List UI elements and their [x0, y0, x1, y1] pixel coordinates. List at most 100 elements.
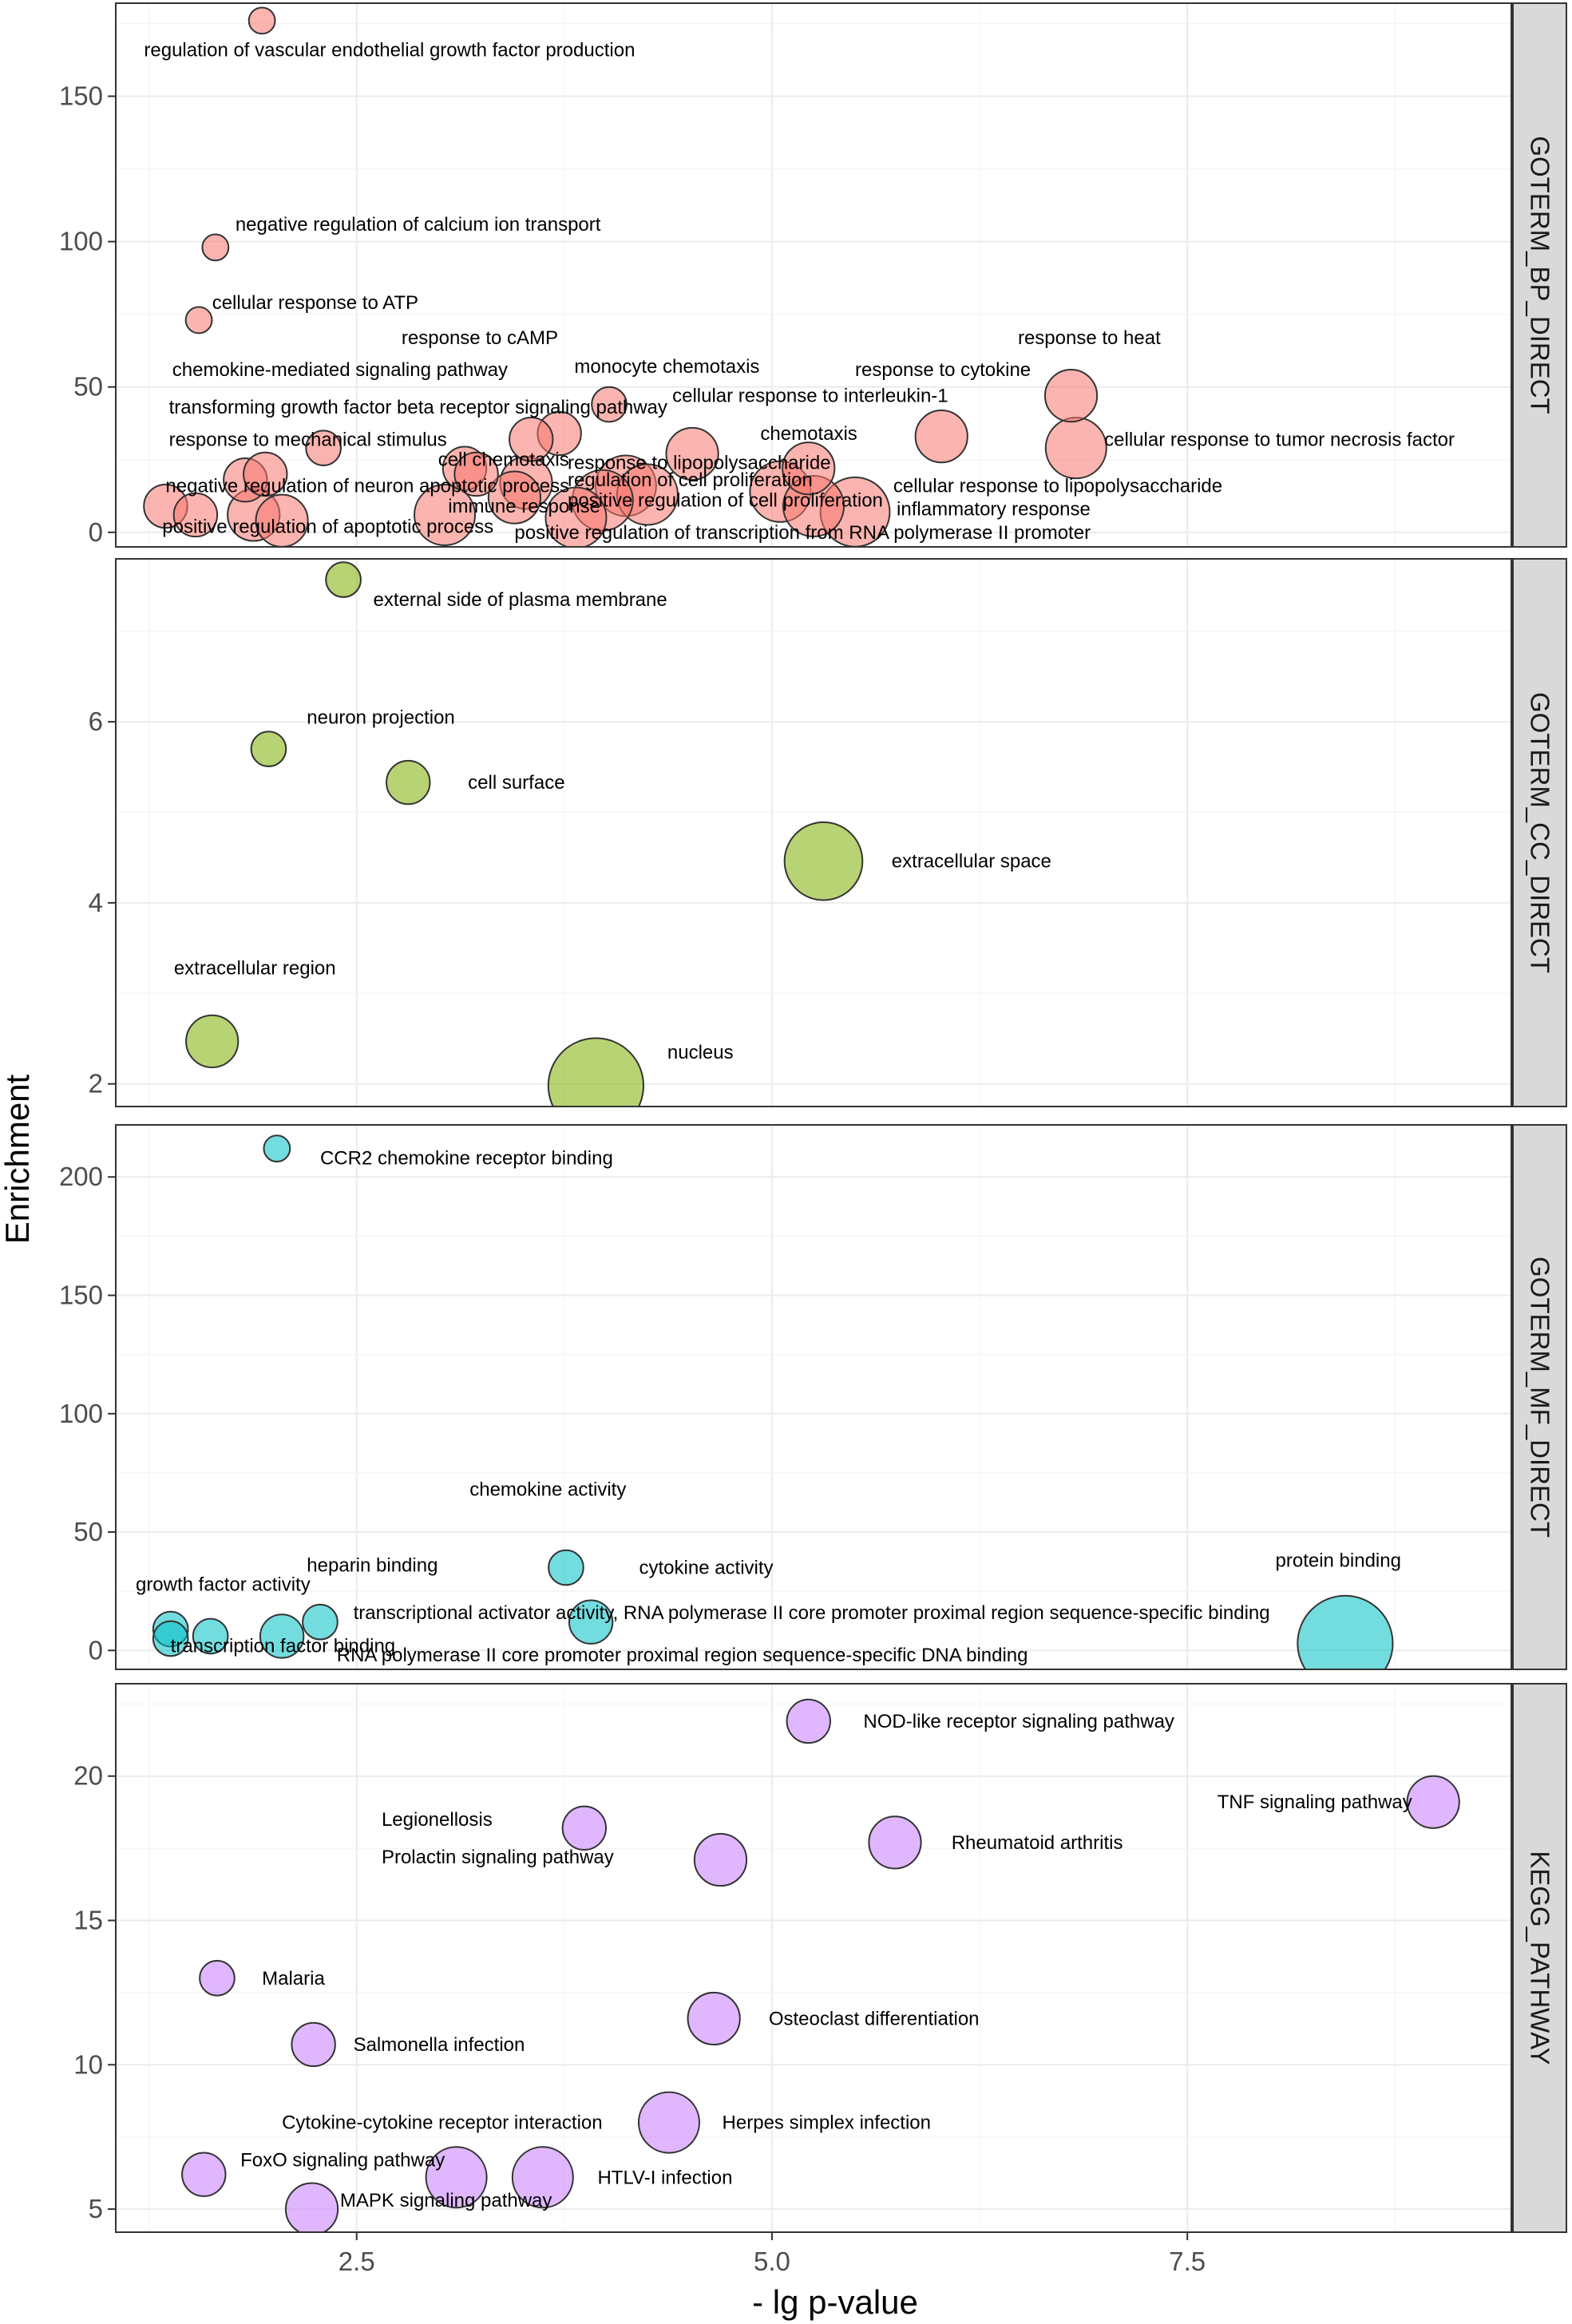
- bubble[interactable]: [453, 451, 499, 497]
- facet-strip-label: GOTERM_BP_DIRECT: [1526, 136, 1555, 414]
- point-label: transcriptional activator activity, RNA …: [354, 1602, 1270, 1624]
- panel-border: [115, 1683, 1512, 2233]
- bubble[interactable]: [547, 1037, 644, 1133]
- bubble[interactable]: [511, 2146, 574, 2209]
- point-label: Malaria: [262, 1968, 325, 1989]
- y-tick-label: 6: [89, 707, 103, 736]
- facet-strip: [1512, 2, 1567, 548]
- y-tick-label: 15: [73, 1905, 103, 1934]
- point-label: transcription factor binding: [171, 1635, 395, 1657]
- bubble[interactable]: [247, 6, 276, 35]
- bubble[interactable]: [1406, 1775, 1460, 1829]
- bubble[interactable]: [548, 1549, 584, 1586]
- y-tick-label: 50: [73, 372, 103, 402]
- bubble[interactable]: [561, 1805, 608, 1851]
- bubble[interactable]: [386, 759, 431, 806]
- point-label: nucleus: [667, 1042, 734, 1063]
- bubble[interactable]: [782, 441, 836, 496]
- bubble[interactable]: [914, 410, 968, 464]
- facet-strip: [1512, 1124, 1567, 1670]
- panel-border: [115, 558, 1512, 1107]
- point-labels: regulation of vascular endothelial growt…: [144, 39, 1455, 544]
- point-label: cell chemotaxis: [438, 449, 569, 471]
- y-tick-label: 5: [89, 2194, 103, 2223]
- x-tick-label: 5.0: [754, 2247, 790, 2276]
- panel-goterm-mf-direct: 0 50 100 150 200 CCR2 chemokine receptor bind…: [59, 1124, 1567, 1691]
- point-label: Herpes simplex infection: [723, 2112, 931, 2134]
- bubble[interactable]: [786, 1698, 831, 1744]
- point-label: growth factor activity: [136, 1574, 311, 1595]
- y-tick-label: 100: [59, 1399, 103, 1428]
- panel-goterm-bp-direct: 0 50 100 150 regulation of vascular endothel…: [59, 2, 1567, 548]
- point-label: positive regulation of cell proliferatio…: [568, 490, 883, 512]
- point-label: monocyte chemotaxis: [574, 356, 759, 378]
- bubble[interactable]: [243, 451, 288, 497]
- bubble[interactable]: [414, 483, 477, 546]
- point-labels: CCR2 chemokine receptor binding chemokine…: [136, 1148, 1401, 1667]
- bubble[interactable]: [199, 1960, 236, 1997]
- bubble[interactable]: [152, 1620, 189, 1657]
- point-label: cytokine activity: [639, 1557, 774, 1578]
- point-label: Prolactin signaling pathway: [382, 1847, 614, 1868]
- bubble[interactable]: [263, 1134, 291, 1163]
- y-tick-label: 0: [89, 517, 103, 547]
- facet-strip: [1512, 558, 1567, 1107]
- bubble[interactable]: [783, 821, 864, 901]
- bubble[interactable]: [184, 306, 213, 335]
- bubble[interactable]: [172, 492, 219, 538]
- point-label: response to cAMP: [402, 327, 558, 349]
- bubble[interactable]: [687, 1991, 741, 2046]
- bubble[interactable]: [868, 1815, 922, 1870]
- point-label: MAPK signaling pathway: [340, 2190, 552, 2211]
- bubble[interactable]: [693, 1832, 748, 1887]
- bubble[interactable]: [1043, 369, 1099, 423]
- bubble[interactable]: [192, 1617, 229, 1655]
- bubble[interactable]: [509, 417, 554, 462]
- y-tick-label: 50: [73, 1517, 103, 1546]
- y-tick-label: 4: [89, 888, 103, 917]
- panel-kegg-pathway: 5 10 15 20 NOD-like receptor signaling pathw…: [73, 1683, 1567, 2235]
- bubble[interactable]: [568, 1599, 614, 1645]
- bubble[interactable]: [665, 426, 719, 481]
- y-tick-label: 150: [59, 81, 103, 111]
- bubble[interactable]: [1044, 417, 1107, 480]
- bubble[interactable]: [325, 561, 362, 598]
- grid: [116, 3, 1511, 547]
- point-label: TNF signaling pathway: [1218, 1791, 1412, 1813]
- bubbles: [143, 6, 1107, 548]
- point-label: response to lipopolysaccharide: [568, 452, 831, 473]
- bubble[interactable]: [250, 730, 287, 767]
- bubble[interactable]: [302, 1603, 339, 1641]
- bubble[interactable]: [259, 1613, 305, 1659]
- y-tick-label: 150: [59, 1280, 103, 1309]
- point-label: Legionellosis: [382, 1809, 493, 1831]
- bubble[interactable]: [291, 2021, 336, 2068]
- panel-border: [115, 2, 1512, 548]
- point-label: negative regulation of calcium ion trans…: [236, 214, 601, 236]
- point-label: Rheumatoid arthritis: [952, 1832, 1123, 1854]
- grid: [116, 559, 1511, 1107]
- point-label: cell surface: [468, 772, 564, 794]
- point-label: cellular response to interleukin-1: [672, 386, 948, 407]
- facet-strip-label: GOTERM_MF_DIRECT: [1526, 1257, 1555, 1538]
- point-label: HTLV-I infection: [597, 2167, 732, 2188]
- y-tick-label: 200: [59, 1162, 103, 1191]
- bubble[interactable]: [284, 2182, 339, 2235]
- bubble[interactable]: [637, 2091, 700, 2154]
- bubble[interactable]: [181, 2152, 227, 2197]
- point-label: cellular response to tumor necrosis fact…: [1104, 429, 1455, 450]
- bubble[interactable]: [487, 470, 542, 525]
- panel-goterm-cc-direct: 2 4 6 external side of plasma membrane neuro…: [89, 558, 1567, 1133]
- bubble[interactable]: [185, 1014, 240, 1068]
- point-label: chemokine activity: [469, 1479, 626, 1501]
- bubble[interactable]: [544, 486, 608, 548]
- point-label: response to heat: [1018, 327, 1161, 349]
- bubble[interactable]: [1297, 1594, 1394, 1691]
- bubbles: [181, 1698, 1460, 2235]
- bubble[interactable]: [305, 430, 342, 466]
- point-label: regulation of vascular endothelial growt…: [144, 39, 635, 61]
- point-label: Cytokine-cytokine receptor interaction: [282, 2112, 603, 2134]
- bubble[interactable]: [591, 386, 628, 423]
- bubble[interactable]: [425, 2146, 488, 2209]
- bubble[interactable]: [201, 233, 230, 262]
